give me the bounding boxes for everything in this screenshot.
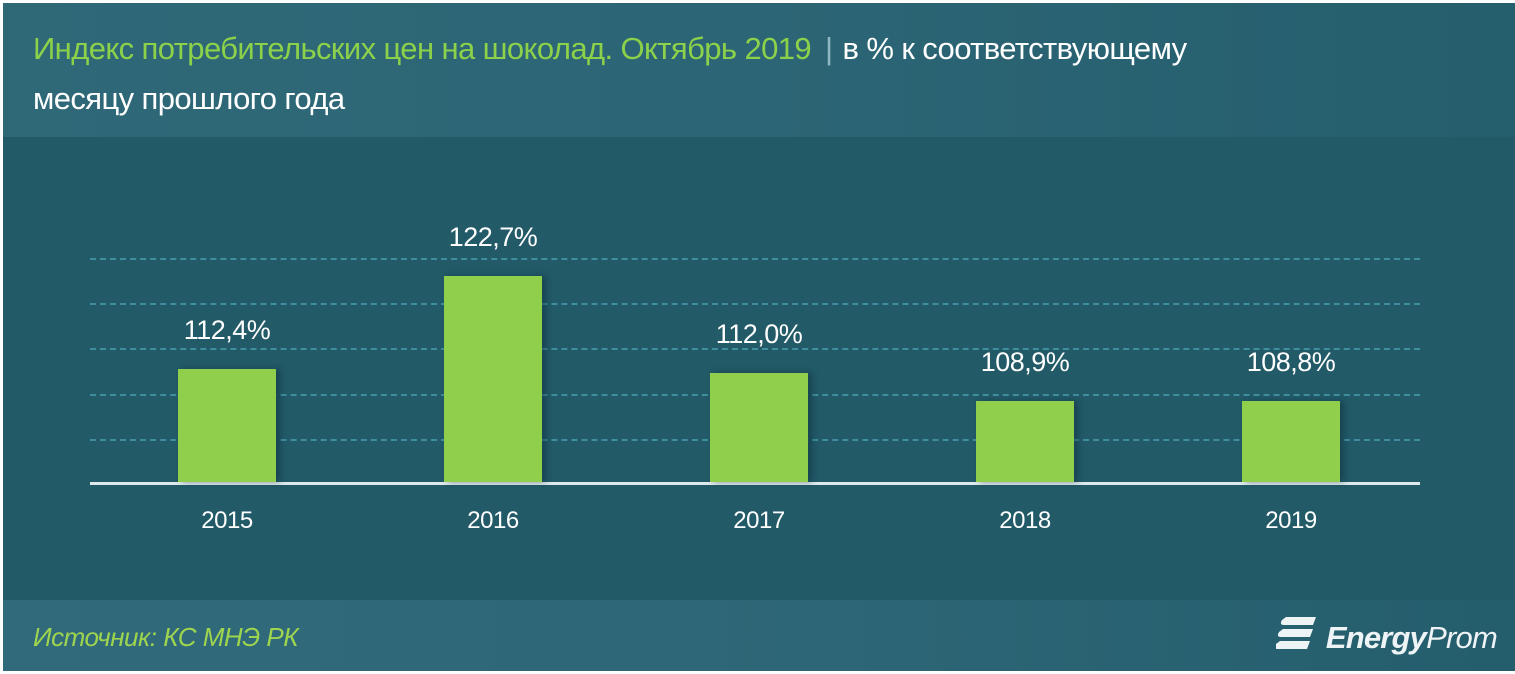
x-tick-label: 2018 [999,507,1051,534]
plot-area: 112,4% 2015 122,7% 2016 112,0% 2017 108,9% 2018… [90,222,1420,534]
chart-title: Индекс потребительских цен на шоколад. О… [33,29,1187,69]
x-tick-label: 2017 [733,507,785,534]
value-label: 112,4% [183,314,271,345]
bar-2019 [1242,401,1340,482]
x-axis-line [90,482,1420,485]
gridline [90,258,1420,260]
chart-subtitle: в % к соответствующему [842,31,1187,66]
value-label: 112,0% [715,318,803,349]
chart-footer: Источник: КС МНЭ РК EnergyProm [3,600,1515,671]
chart-title-main: Индекс потребительских цен на шоколад. О… [33,31,812,66]
source-note: Источник: КС МНЭ РК [33,622,299,652]
chart-frame: Индекс потребительских цен на шоколад. О… [3,3,1515,671]
brand-logo: EnergyProm [1274,615,1498,660]
gridline [90,348,1420,351]
x-tick-label: 2016 [467,507,519,534]
title-separator: | [825,31,833,66]
x-tick-label: 2015 [201,507,253,534]
brand-name-bold: Energy [1325,619,1427,655]
value-label: 122,7% [448,221,538,252]
chart-subtitle-line2: месяцу прошлого года [33,81,345,116]
bar-2018 [976,400,1074,482]
energyprom-logo-icon [1274,615,1318,660]
bar-2017 [710,372,808,482]
brand-name: EnergyProm [1325,619,1498,656]
value-label: 108,8% [1246,347,1336,378]
bar-2016 [444,275,542,482]
chart-header: Индекс потребительских цен на шоколад. О… [3,3,1515,137]
brand-name-light: Prom [1426,619,1498,655]
x-tick-label: 2019 [1265,507,1317,534]
bar-2015 [178,368,276,482]
gridline [90,303,1420,306]
value-label: 108,9% [980,346,1070,377]
